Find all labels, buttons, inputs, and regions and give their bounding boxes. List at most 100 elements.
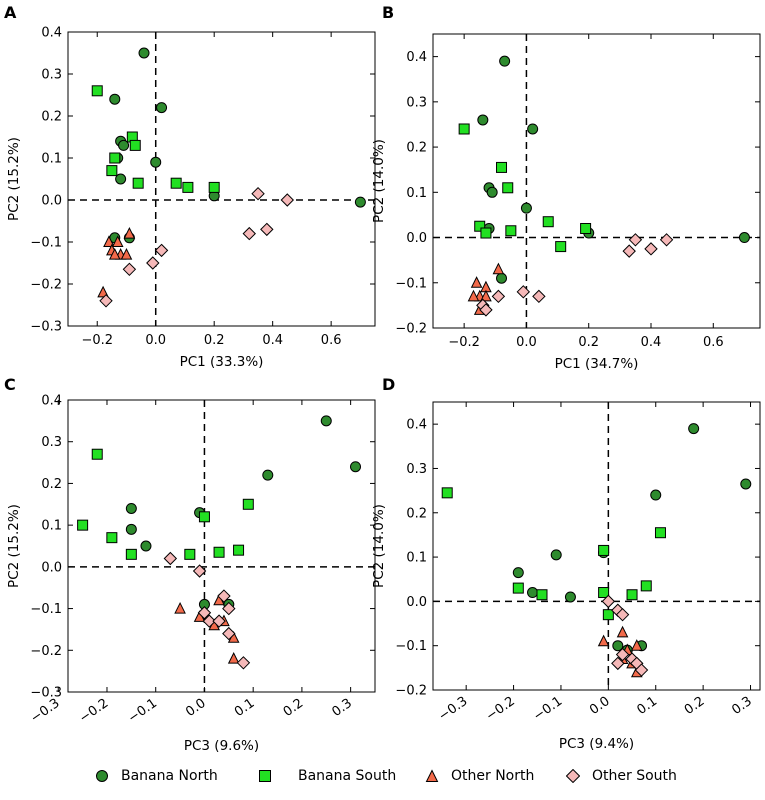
legend-label: Other South	[592, 768, 677, 784]
data-point-circle	[125, 502, 137, 514]
data-point-diamond	[202, 614, 217, 628]
series-banana-north	[477, 55, 750, 284]
data-point-triangle	[470, 276, 483, 288]
y-tick-label: 0.1	[406, 551, 427, 566]
x-axis-label: PC1 (33.3%)	[180, 354, 264, 370]
y-tick-label: 0.2	[406, 141, 427, 156]
data-point-diamond	[628, 233, 643, 247]
data-point-square	[91, 85, 103, 97]
data-point-circle	[320, 415, 332, 427]
x-tick-label: 0.2	[682, 694, 708, 718]
data-point-triangle	[108, 247, 121, 260]
plot-frame	[432, 33, 761, 329]
panel-c: C−0.3 −0.2 −0.1 0.0 0.1 0.2 0.3−0.3−0.2−0.10.0…	[4, 375, 376, 754]
data-point-diamond	[222, 626, 236, 641]
data-point-diamond	[251, 186, 265, 201]
data-point-triangle	[174, 601, 186, 614]
data-point-circle	[140, 540, 152, 552]
x-tick-label: 0.1	[634, 694, 660, 718]
legend-item-other-north: Other North	[425, 766, 534, 786]
data-point-diamond	[217, 589, 231, 603]
data-point-diamond	[222, 601, 236, 616]
y-tick-label: 0.3	[406, 95, 427, 110]
y-tick-label: −0.1	[30, 602, 62, 617]
series-banana-south	[441, 487, 666, 621]
series-other-south	[476, 233, 674, 317]
legend-label: Banana North	[121, 768, 218, 784]
data-point-circle	[564, 591, 576, 603]
data-point-square	[502, 182, 514, 194]
plot-frame	[432, 401, 761, 691]
y-tick-label: 0.1	[41, 152, 62, 167]
series-banana-north	[512, 423, 752, 656]
data-point-square	[580, 222, 592, 234]
data-point-diamond	[260, 222, 274, 237]
data-point-square	[242, 498, 254, 510]
data-point-circle	[527, 587, 539, 599]
series-banana-north	[109, 47, 366, 244]
data-point-diamond	[154, 243, 169, 258]
data-point-diamond	[236, 656, 251, 670]
y-tick-label: −0.2	[30, 644, 62, 659]
data-point-circle	[740, 478, 752, 490]
data-point-square	[109, 152, 121, 164]
legend-item-banana-north: Banana North	[95, 766, 218, 786]
data-point-square	[198, 511, 210, 523]
x-tick-label: 0.2	[578, 335, 599, 350]
legend: Banana North Banana South Other North Ot…	[0, 758, 765, 794]
data-point-diamond	[122, 262, 137, 277]
x-tick-label: −0.2	[77, 696, 111, 726]
data-point-square	[106, 165, 118, 177]
y-tick-label: 0.0	[406, 231, 427, 246]
data-point-circle	[527, 123, 539, 135]
y-tick-label: 0.3	[406, 462, 427, 477]
y-tick-label: −0.1	[395, 639, 427, 654]
figure-canvas: A −0.2 0.0 0.2 0.4 0.6 −0.3 −0.2 −0.1 0.0 0.1 0.2 0.…	[4, 3, 761, 754]
data-point-triangle	[616, 625, 629, 638]
data-point-triangle	[467, 289, 480, 302]
x-tick-label: −0.2	[483, 694, 517, 724]
data-point-square	[555, 241, 567, 253]
data-point-square	[602, 609, 614, 621]
legend-marker-circle	[96, 770, 108, 782]
y-tick-label: −0.2	[30, 278, 62, 293]
series-other-south	[163, 551, 251, 670]
data-point-square	[132, 177, 144, 189]
data-point-diamond	[615, 647, 630, 662]
data-point-square	[542, 216, 554, 228]
x-tick-label: 0.3	[329, 696, 355, 720]
x-tick-label: 0.2	[281, 696, 307, 720]
data-point-diamond	[634, 663, 649, 677]
x-axis-label: PC1 (34.7%)	[555, 356, 639, 372]
data-point-square	[77, 519, 89, 531]
data-point-diamond	[280, 193, 294, 207]
data-point-circle	[550, 549, 562, 561]
y-tick-label: −0.1	[395, 276, 427, 291]
data-point-square	[213, 546, 225, 558]
y-tick-label: 0.3	[41, 68, 62, 83]
panel-b: B −0.2 0.0 0.2 0.4 0.6 −0.2 −0.1 0.0 0.1 0.2 0.3 0.4…	[371, 3, 761, 372]
data-point-square	[598, 587, 610, 599]
data-point-square	[233, 544, 245, 556]
legend-label: Banana South	[298, 768, 397, 784]
series-banana-north	[125, 415, 362, 610]
x-tick-label: 0.0	[516, 335, 537, 350]
series-banana-south	[77, 448, 254, 560]
data-point-triangle	[103, 235, 115, 247]
panel-d: D −0.3 −0.2 −0.1 0.0 0.1 0.2 0.3 −0.2 −0.1 0.0 0.1 0…	[371, 375, 761, 752]
x-tick-label: 0.0	[145, 333, 166, 348]
data-point-diamond	[197, 606, 212, 620]
data-point-diamond	[163, 551, 178, 566]
x-tick-label: 0.3	[729, 694, 755, 718]
x-tick-label: 0.1	[232, 696, 258, 720]
data-point-square	[505, 225, 517, 237]
x-tick-label: 0.2	[204, 333, 225, 348]
data-point-triangle	[111, 235, 124, 247]
data-point-square	[598, 544, 610, 556]
data-point-square	[125, 548, 137, 560]
legend-item-other-south: Other South	[566, 766, 677, 786]
data-point-diamond	[491, 289, 506, 304]
y-tick-label: 0.4	[41, 394, 62, 409]
data-point-circle	[612, 640, 624, 652]
data-point-circle	[496, 272, 508, 284]
